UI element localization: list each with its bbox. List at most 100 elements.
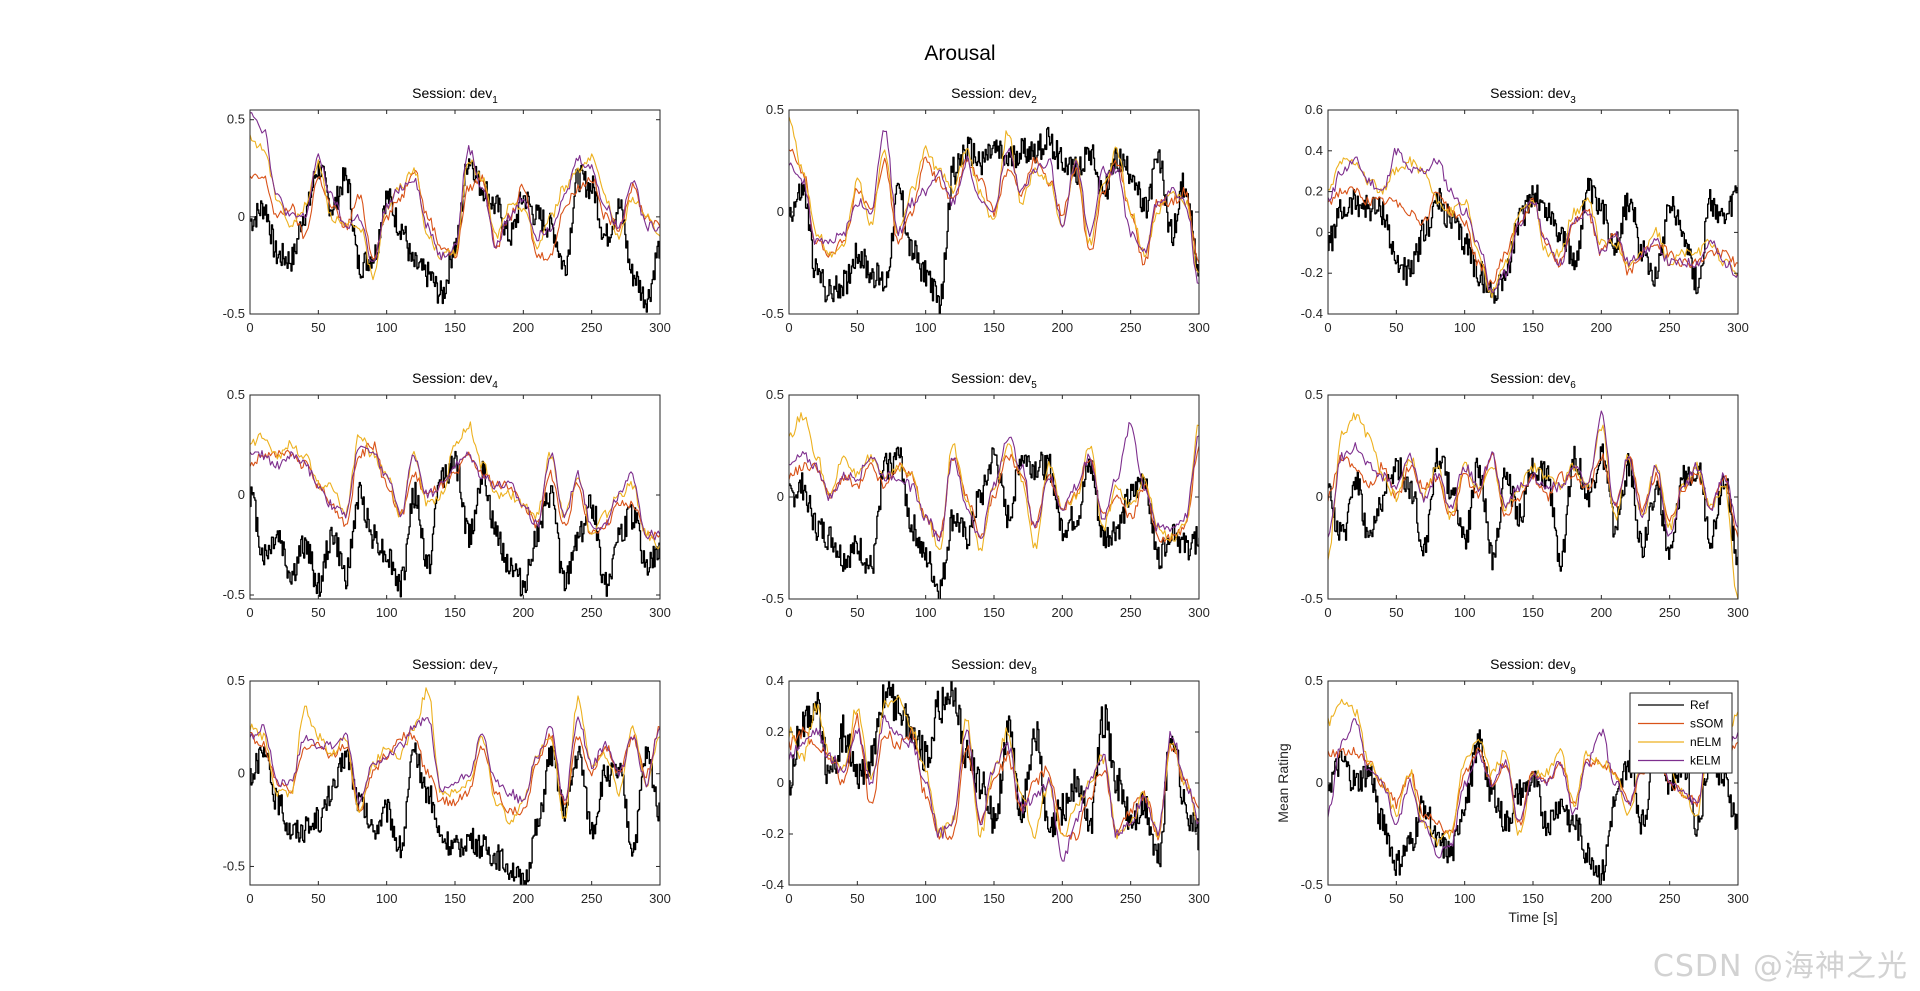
y-tick-label: 0 xyxy=(238,766,245,781)
x-tick-label: 250 xyxy=(1659,320,1681,335)
axes-box xyxy=(788,680,1200,886)
y-tick-label: 0 xyxy=(1316,489,1323,504)
y-tick-label: -0.2 xyxy=(1301,265,1323,280)
series-line-kelm xyxy=(250,716,660,805)
x-tick-label: 150 xyxy=(1522,605,1544,620)
x-tick-label: 50 xyxy=(850,320,864,335)
series-group xyxy=(1328,147,1738,304)
subplot-title-subscript: 7 xyxy=(492,666,498,677)
subplot-title: Session: dev8 xyxy=(951,656,1037,677)
legend-label-ssom: sSOM xyxy=(1690,717,1723,731)
x-tick-label: 200 xyxy=(1051,891,1073,906)
x-tick-label: 50 xyxy=(311,320,325,335)
series-line-ref xyxy=(250,742,660,885)
series-line-kelm xyxy=(1328,717,1738,859)
y-tick-label: 0.4 xyxy=(1305,143,1323,158)
y-tick-label: 0.5 xyxy=(1305,387,1323,402)
subplot-title: Session: dev3 xyxy=(1490,85,1576,106)
subplot-title-subscript: 1 xyxy=(492,95,498,106)
series-line-nelm xyxy=(789,412,1199,552)
axes-box xyxy=(1327,394,1739,600)
x-tick-label: 0 xyxy=(246,320,253,335)
series-line-ssom xyxy=(250,169,660,261)
x-tick-label: 0 xyxy=(785,320,792,335)
x-tick-label: 100 xyxy=(915,605,937,620)
x-tick-label: 0 xyxy=(246,891,253,906)
x-tick-label: 300 xyxy=(1727,320,1749,335)
x-tick-label: 50 xyxy=(850,605,864,620)
series-line-ssom xyxy=(1328,452,1738,538)
subplot-title-subscript: 9 xyxy=(1570,666,1576,677)
subplot-title: Session: dev5 xyxy=(951,370,1037,391)
x-tick-label: 300 xyxy=(1188,605,1210,620)
series-line-kelm xyxy=(789,130,1199,284)
x-tick-label: 250 xyxy=(1120,320,1142,335)
x-tick-label: 200 xyxy=(1051,605,1073,620)
subplot-title-subscript: 2 xyxy=(1031,95,1037,106)
x-tick-label: 200 xyxy=(1051,320,1073,335)
series-line-nelm xyxy=(789,695,1199,840)
x-tick-label: 150 xyxy=(444,320,466,335)
y-tick-label: 0.6 xyxy=(1305,102,1323,117)
y-tick-label: 0.5 xyxy=(766,102,784,117)
y-tick-label: 0 xyxy=(238,487,245,502)
x-tick-label: 0 xyxy=(1324,891,1331,906)
x-tick-label: 150 xyxy=(444,605,466,620)
subplot-title: Session: dev2 xyxy=(951,85,1037,106)
series-line-nelm xyxy=(250,421,660,550)
subplot-title-text: Session: dev xyxy=(412,370,492,386)
x-tick-label: 200 xyxy=(512,891,534,906)
x-tick-label: 50 xyxy=(311,891,325,906)
x-tick-label: 250 xyxy=(581,320,603,335)
y-tick-label: -0.4 xyxy=(1301,306,1323,321)
subplot-title-text: Session: dev xyxy=(951,85,1031,101)
subplot-title-text: Session: dev xyxy=(412,85,492,101)
legend-box xyxy=(1629,692,1733,774)
y-tick-label: -0.5 xyxy=(762,306,784,321)
y-axis-label: Mean Rating xyxy=(1275,743,1291,822)
subplot-title: Session: dev7 xyxy=(412,656,498,677)
subplot-title-text: Session: dev xyxy=(412,656,492,672)
series-line-kelm xyxy=(1328,147,1738,293)
x-tick-label: 250 xyxy=(1659,891,1681,906)
x-tick-label: 150 xyxy=(444,891,466,906)
series-group xyxy=(1328,410,1738,599)
x-tick-label: 150 xyxy=(983,605,1005,620)
x-tick-label: 150 xyxy=(1522,320,1544,335)
series-group xyxy=(250,687,660,885)
legend-label-ref: Ref xyxy=(1690,698,1709,712)
y-tick-label: 0 xyxy=(777,775,784,790)
y-tick-label: -0.4 xyxy=(762,877,784,892)
y-tick-label: 0 xyxy=(238,209,245,224)
series-line-kelm xyxy=(789,421,1199,542)
subplot-title-text: Session: dev xyxy=(951,656,1031,672)
x-tick-label: 50 xyxy=(1389,320,1403,335)
subplot-title-text: Session: dev xyxy=(951,370,1031,386)
series-group xyxy=(789,116,1199,314)
x-tick-label: 200 xyxy=(1590,605,1612,620)
subplot-title-subscript: 8 xyxy=(1031,666,1037,677)
y-tick-label: -0.2 xyxy=(762,826,784,841)
axes-box xyxy=(1327,109,1739,315)
y-tick-label: -0.5 xyxy=(1301,591,1323,606)
x-tick-label: 250 xyxy=(1120,605,1142,620)
x-tick-label: 200 xyxy=(1590,891,1612,906)
series-line-ref xyxy=(789,681,1199,868)
subplot-dev3: Session: dev3 0 50 100 150 200 250 300 -0.4 -0.2 0… xyxy=(1301,85,1749,335)
y-tick-label: -0.5 xyxy=(223,306,245,321)
subplot-title: Session: dev1 xyxy=(412,85,498,106)
y-tick-label: -0.5 xyxy=(223,587,245,602)
subplot-title: Session: dev6 xyxy=(1490,370,1576,391)
x-tick-label: 300 xyxy=(649,320,671,335)
series-line-nelm xyxy=(789,116,1199,274)
x-tick-label: 100 xyxy=(1454,891,1476,906)
x-tick-label: 200 xyxy=(1590,320,1612,335)
y-tick-label: 0.5 xyxy=(766,387,784,402)
x-tick-label: 100 xyxy=(915,891,937,906)
series-line-nelm xyxy=(1328,412,1738,599)
x-tick-label: 250 xyxy=(1120,891,1142,906)
subplot-title: Session: dev4 xyxy=(412,370,498,391)
